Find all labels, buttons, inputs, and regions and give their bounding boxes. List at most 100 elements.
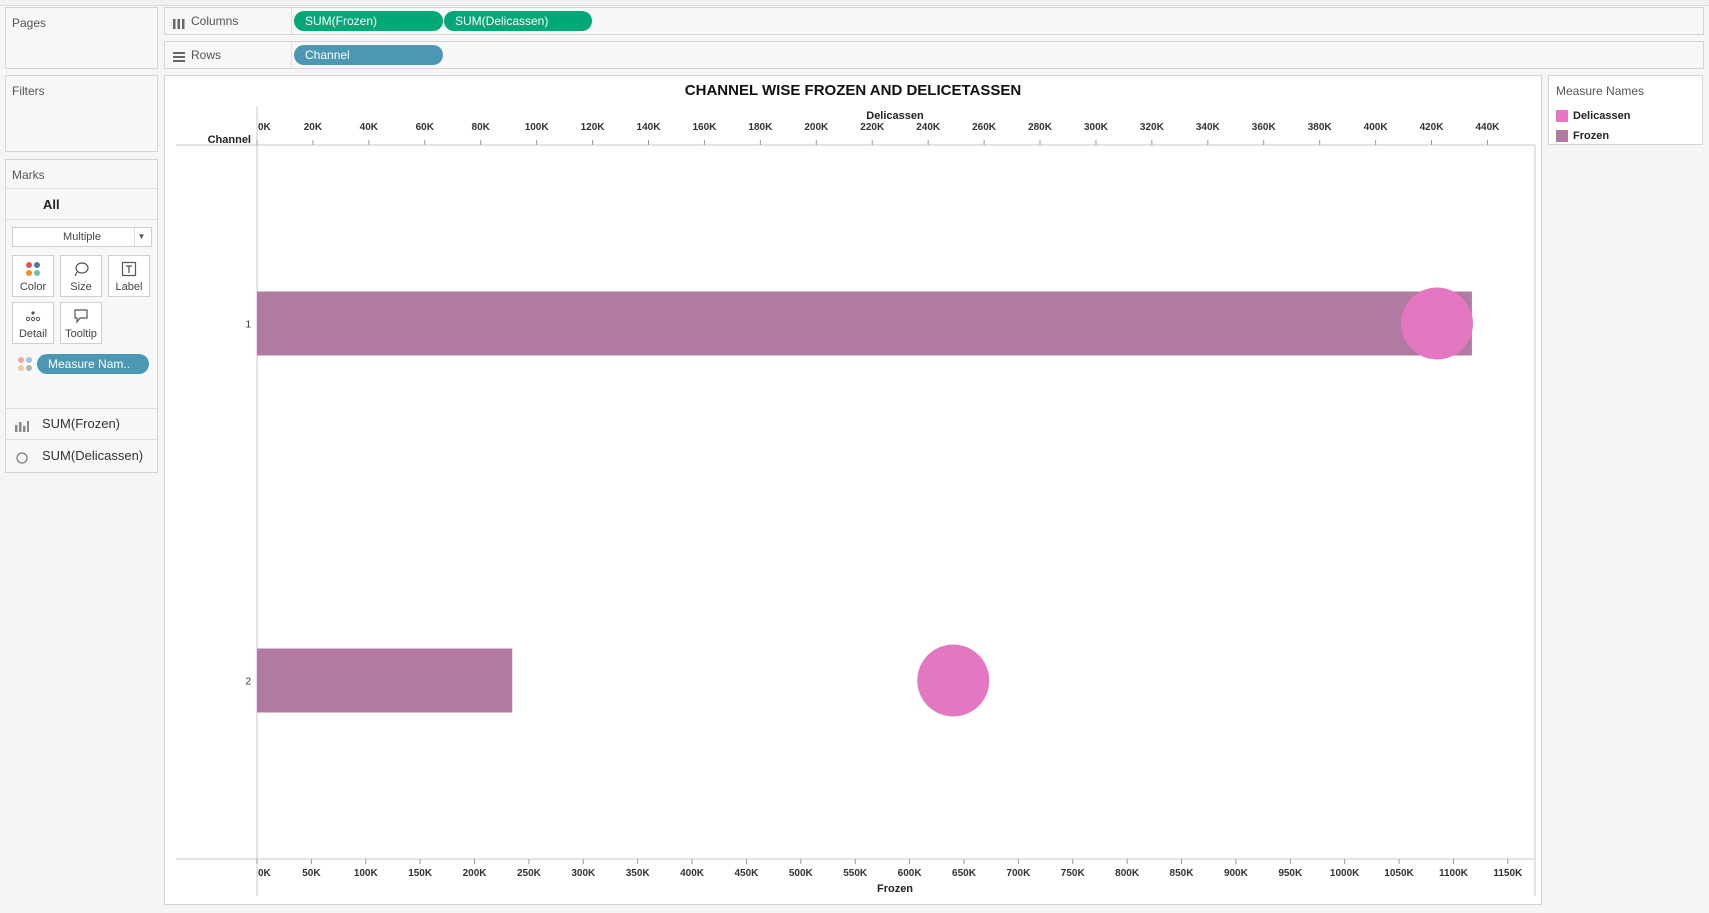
delicassen-axis-title: Delicassen xyxy=(866,110,924,122)
size-card-label: Size xyxy=(70,281,92,293)
tooltip-bubble-icon xyxy=(61,307,101,325)
measure-frozen-row[interactable]: SUM(Frozen) xyxy=(6,414,157,434)
top-axis-tick-label: 280K xyxy=(1028,122,1053,133)
marks-all-label[interactable]: All xyxy=(43,197,60,212)
top-axis-tick-label: 180K xyxy=(748,122,773,133)
bottom-axis-tick-label: 1100K xyxy=(1439,868,1469,879)
top-axis-tick-label: 220K xyxy=(860,122,885,133)
top-axis-tick-label: 140K xyxy=(637,122,662,133)
bottom-axis-tick-label: 1150K xyxy=(1493,868,1523,879)
circle-icon xyxy=(15,450,29,470)
columns-shelf[interactable]: Columns SUM(Frozen) SUM(Delicassen) xyxy=(164,7,1704,35)
label-card-label: Label xyxy=(115,281,143,293)
measure-delicassen-row[interactable]: SUM(Delicassen) xyxy=(6,446,157,466)
filters-pane-title: Filters xyxy=(12,84,45,98)
detail-card-label: Detail xyxy=(18,328,48,340)
bottom-axis-tick-label: 350K xyxy=(626,868,651,879)
label-card-button[interactable]: Label xyxy=(108,255,150,297)
top-axis-tick-label: 320K xyxy=(1140,122,1165,133)
chart-svg: Channel Delicassen Frozen 0K 20K 40K 60K 80K… xyxy=(176,106,1536,896)
frozen-axis-title: Frozen xyxy=(877,883,913,895)
measure-delicassen-label: SUM(Delicassen) xyxy=(42,448,144,463)
legend-swatch xyxy=(1556,110,1568,122)
top-axis-tick-label: 340K xyxy=(1196,122,1221,133)
tooltip-card-button[interactable]: Tooltip xyxy=(60,302,102,344)
detail-card-button[interactable]: Detail xyxy=(12,302,54,344)
bottom-axis-tick-label: 550K xyxy=(843,868,868,879)
bottom-axis-tick-label: 800K xyxy=(1115,868,1140,879)
top-axis-tick-label: 0K xyxy=(258,122,272,133)
rows-shelf[interactable]: Rows Channel xyxy=(164,41,1704,69)
color-card-button[interactable]: Color xyxy=(12,255,54,297)
columns-icon xyxy=(173,16,185,34)
legend-item-label: Frozen xyxy=(1573,130,1610,142)
viz-canvas: CHANNEL WISE FROZEN AND DELICETASSEN Cha… xyxy=(164,75,1542,905)
sum-delicassen-pill[interactable]: SUM(Delicassen) xyxy=(444,11,592,31)
top-axis-tick-label: 360K xyxy=(1252,122,1277,133)
bottom-axis-tick-label: 1000K xyxy=(1330,868,1360,879)
top-axis-tick-label: 240K xyxy=(916,122,941,133)
color-legend[interactable]: Measure Names Delicassen Frozen xyxy=(1548,75,1703,145)
bottom-axis-tick-label: 700K xyxy=(1006,868,1031,879)
mark-type-dropdown[interactable]: Multiple ▼ xyxy=(12,227,152,247)
divider xyxy=(6,439,157,440)
label-text-icon xyxy=(109,260,149,278)
bottom-axis-tick-label: 750K xyxy=(1061,868,1086,879)
delicassen-circle-channel-1 xyxy=(1400,287,1473,360)
measure-names-pill[interactable]: Measure Nam.. xyxy=(37,354,149,374)
size-card-button[interactable]: Size xyxy=(60,255,102,297)
divider xyxy=(6,188,157,189)
bottom-axis-tick-label: 250K xyxy=(517,868,542,879)
pages-pane[interactable]: Pages xyxy=(5,7,158,69)
top-axis-tick-label: 420K xyxy=(1420,122,1445,133)
bottom-axis-tick-label: 950K xyxy=(1278,868,1303,879)
bottom-axis-tick-label: 100K xyxy=(354,868,379,879)
delicassen-circle-channel-2 xyxy=(917,644,990,717)
bottom-axis-tick-label: 50K xyxy=(302,868,321,879)
marks-pane-title: Marks xyxy=(12,168,45,182)
top-axis-tick-label: 300K xyxy=(1084,122,1109,133)
bottom-axis-tick-label: 1050K xyxy=(1384,868,1414,879)
top-axis-tick-label: 260K xyxy=(972,122,997,133)
top-axis-tick-label: 40K xyxy=(360,122,379,133)
detail-dots-icon xyxy=(13,307,53,325)
top-axis-tick-label: 120K xyxy=(581,122,606,133)
tooltip-card-label: Tooltip xyxy=(65,328,97,340)
legend-swatch xyxy=(1556,130,1568,142)
bottom-axis-tick-label: 0K xyxy=(258,868,272,879)
divider xyxy=(291,8,292,34)
top-toolbar-strip xyxy=(0,0,1709,6)
row-label-channel-1: 1 xyxy=(245,320,251,331)
sum-frozen-pill[interactable]: SUM(Frozen) xyxy=(294,11,443,31)
channel-pill[interactable]: Channel xyxy=(294,45,443,65)
bottom-axis-tick-label: 900K xyxy=(1224,868,1249,879)
top-axis-tick-label: 380K xyxy=(1308,122,1333,133)
divider xyxy=(291,42,292,68)
top-axis-tick-label: 160K xyxy=(692,122,717,133)
bottom-axis-tick-label: 500K xyxy=(789,868,814,879)
bottom-axis-tick-label: 450K xyxy=(734,868,759,879)
marks-pane: Marks All Multiple ▼ Color Size Label De… xyxy=(5,159,158,473)
bottom-axis-tick-label: 650K xyxy=(952,868,977,879)
color-encoding-icon xyxy=(17,356,33,377)
rows-shelf-label: Rows xyxy=(191,48,222,62)
legend-title: Measure Names xyxy=(1556,84,1645,98)
chart-title: CHANNEL WISE FROZEN AND DELICETASSEN xyxy=(684,82,1022,99)
divider xyxy=(6,219,157,220)
mark-type-value: Multiple xyxy=(63,231,101,243)
top-axis-tick-label: 440K xyxy=(1476,122,1501,133)
top-axis-tick-label: 100K xyxy=(525,122,550,133)
top-axis-tick-label: 400K xyxy=(1364,122,1389,133)
filters-pane[interactable]: Filters xyxy=(5,75,158,152)
size-lasso-icon xyxy=(61,260,101,278)
columns-shelf-label: Columns xyxy=(191,14,239,28)
row-header-label: Channel xyxy=(208,134,251,146)
top-axis-tick-label: 20K xyxy=(304,122,323,133)
measure-frozen-label: SUM(Frozen) xyxy=(42,416,121,431)
frozen-bar-channel-2 xyxy=(257,648,513,713)
divider xyxy=(6,408,157,409)
row-label-channel-2: 2 xyxy=(245,677,251,688)
bottom-axis-tick-label: 600K xyxy=(898,868,923,879)
bottom-axis-tick-label: 200K xyxy=(463,868,488,879)
bar-chart-icon xyxy=(15,418,29,438)
